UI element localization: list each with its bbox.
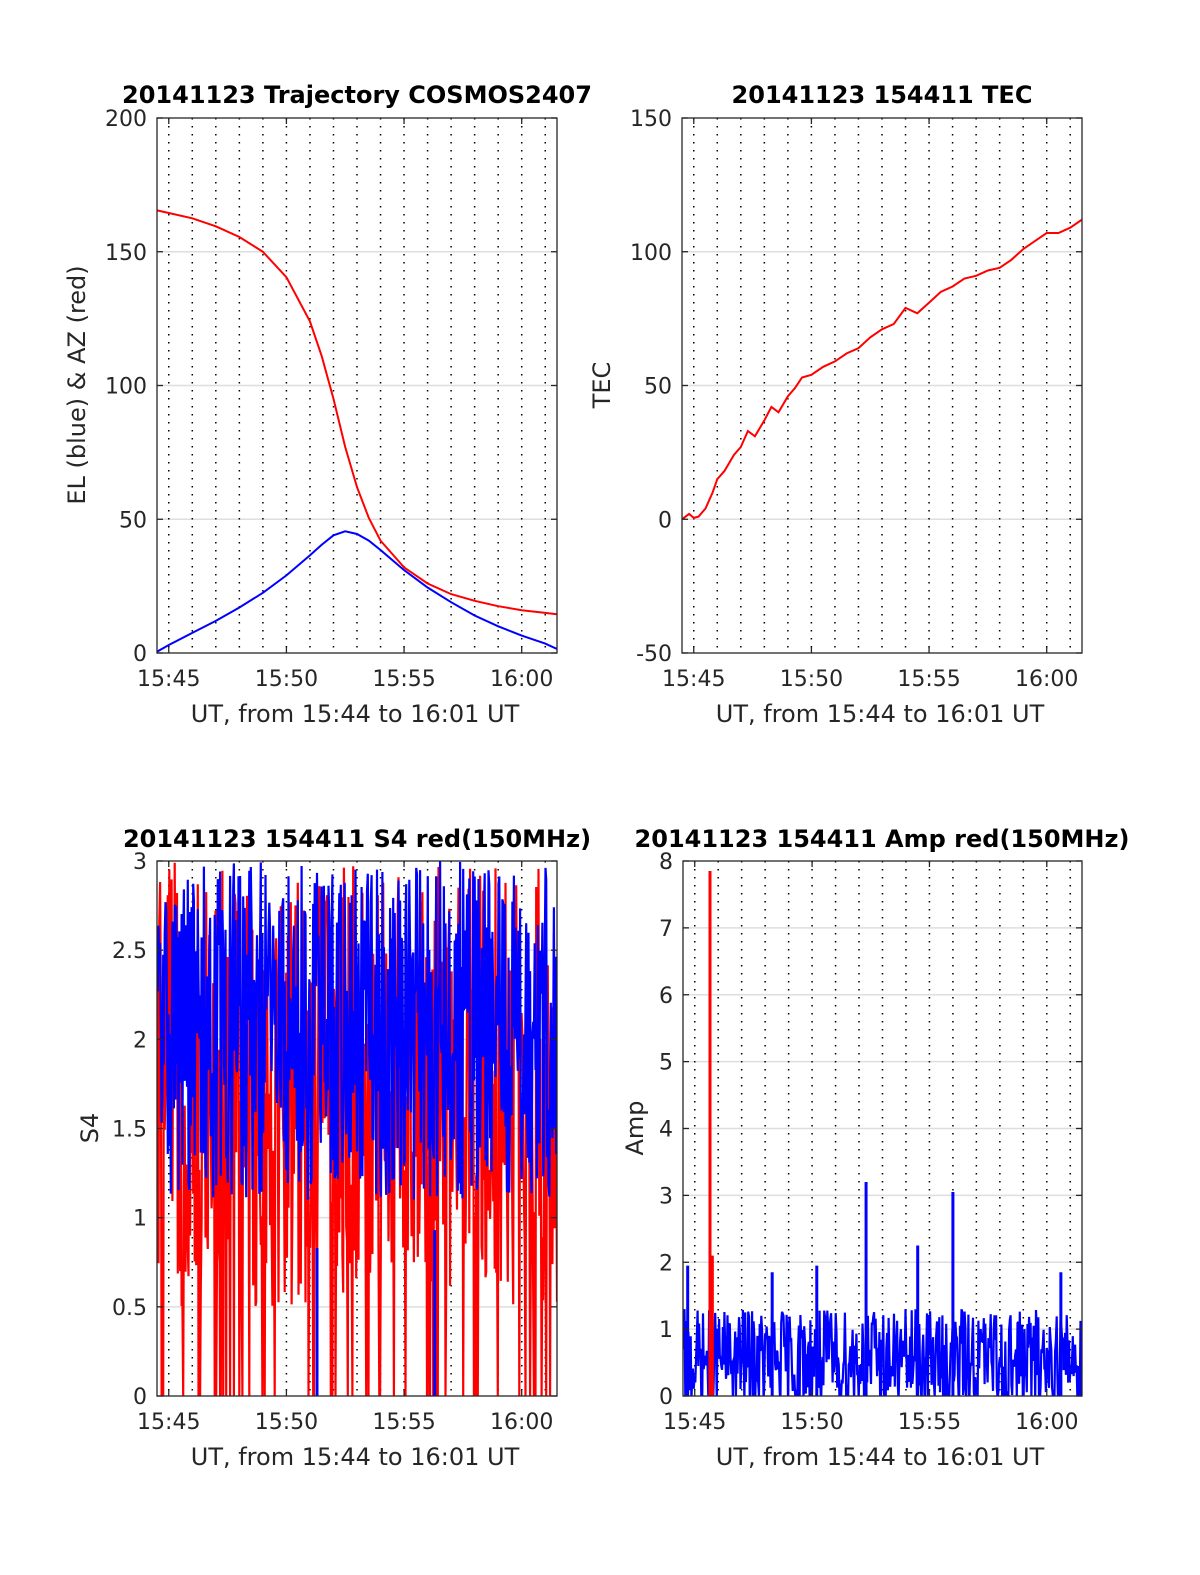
x-tick-label: 15:50 bbox=[255, 1410, 318, 1435]
amp-title: 20141123 154411 Amp red(150MHz) bbox=[635, 825, 1130, 853]
x-tick-label: 15:50 bbox=[780, 667, 843, 692]
y-tick-label: 7 bbox=[659, 917, 673, 942]
y-tick-label: 4 bbox=[659, 1118, 673, 1143]
amp-ticks: 15:45 15:50 15:55 16:00 0 1 2 3 4 5 6 7 8 bbox=[659, 850, 1082, 1435]
y-tick-label: 100 bbox=[630, 241, 672, 266]
x-tick-label: 15:45 bbox=[137, 1410, 200, 1435]
amp-x-axis-label: UT, from 15:44 to 16:01 UT bbox=[716, 1443, 1045, 1471]
tec-y-axis-label: TEC bbox=[588, 362, 616, 410]
s4-ticks: 15:45 15:50 15:55 16:00 0 0.5 1 1.5 2 2.5 3 bbox=[112, 850, 557, 1435]
series-line bbox=[682, 218, 1082, 521]
tec-series bbox=[682, 218, 1082, 521]
x-tick-label: 15:55 bbox=[897, 667, 960, 692]
s4-series bbox=[157, 861, 557, 1396]
x-tick-label: 15:50 bbox=[255, 667, 318, 692]
trajectory-ticks: 15:45 15:50 15:55 16:00 0 50 100 150 200 bbox=[105, 107, 557, 692]
x-tick-label: 15:45 bbox=[137, 667, 200, 692]
y-tick-label: 3 bbox=[659, 1184, 673, 1209]
x-tick-label: 15:45 bbox=[662, 667, 725, 692]
y-tick-label: 0 bbox=[133, 642, 147, 667]
s4-panel: 20141123 154411 S4 red(150MHz) 15:45 15:5… bbox=[76, 825, 591, 1471]
plot-area bbox=[157, 861, 557, 1396]
s4-y-axis-label: S4 bbox=[76, 1113, 104, 1144]
plot-area bbox=[157, 209, 557, 653]
x-tick-label: 15:50 bbox=[780, 1410, 843, 1435]
series-line bbox=[157, 530, 557, 653]
x-tick-label: 16:00 bbox=[1015, 1410, 1078, 1435]
noise-series-line bbox=[157, 861, 557, 1200]
y-tick-label: 0 bbox=[659, 1385, 673, 1410]
y-tick-label: -50 bbox=[636, 642, 672, 667]
trajectory-panel: 20141123 Trajectory COSMOS2407 15:45 15:5… bbox=[63, 81, 592, 728]
plot-area bbox=[683, 871, 1082, 1396]
plot-area bbox=[682, 218, 1082, 521]
y-tick-label: 200 bbox=[105, 107, 147, 132]
y-tick-label: 0 bbox=[133, 1385, 147, 1410]
y-tick-label: 150 bbox=[105, 241, 147, 266]
x-tick-label: 16:00 bbox=[1015, 667, 1078, 692]
amp-y-axis-label: Amp bbox=[621, 1100, 649, 1155]
x-tick-label: 15:55 bbox=[372, 1410, 435, 1435]
trajectory-title: 20141123 Trajectory COSMOS2407 bbox=[122, 81, 592, 109]
tec-title: 20141123 154411 TEC bbox=[732, 81, 1033, 109]
y-tick-label: 1.5 bbox=[112, 1118, 147, 1143]
trajectory-series bbox=[157, 209, 557, 653]
y-tick-label: 0.5 bbox=[112, 1296, 147, 1321]
y-tick-label: 2 bbox=[659, 1251, 673, 1276]
y-tick-label: 8 bbox=[659, 850, 673, 875]
tec-ticks: 15:45 15:50 15:55 16:00 -50 0 50 100 150 bbox=[630, 107, 1082, 692]
y-tick-label: 2.5 bbox=[112, 939, 147, 964]
amp-grid bbox=[683, 861, 1082, 1396]
y-tick-label: 50 bbox=[644, 375, 672, 400]
y-tick-label: 150 bbox=[630, 107, 672, 132]
x-tick-label: 15:55 bbox=[372, 667, 435, 692]
x-tick-label: 15:55 bbox=[898, 1410, 961, 1435]
amp-panel: 20141123 154411 Amp red(150MHz) 15:45 15:… bbox=[621, 825, 1129, 1471]
y-tick-label: 0 bbox=[658, 508, 672, 533]
x-tick-label: 16:00 bbox=[490, 1410, 553, 1435]
y-tick-label: 50 bbox=[119, 508, 147, 533]
trajectory-y-axis-label: EL (blue) & AZ (red) bbox=[63, 265, 91, 504]
y-tick-label: 1 bbox=[133, 1207, 147, 1232]
x-tick-label: 15:45 bbox=[663, 1410, 726, 1435]
trajectory-grid bbox=[157, 118, 557, 653]
y-tick-label: 100 bbox=[105, 375, 147, 400]
y-tick-label: 3 bbox=[133, 850, 147, 875]
y-tick-label: 2 bbox=[133, 1028, 147, 1053]
tec-x-axis-label: UT, from 15:44 to 16:01 UT bbox=[716, 700, 1045, 728]
x-tick-label: 16:00 bbox=[490, 667, 553, 692]
tec-panel: 20141123 154411 TEC 15:45 15:50 15:55 16:00… bbox=[588, 81, 1083, 728]
y-tick-label: 6 bbox=[659, 984, 673, 1009]
series-line bbox=[157, 209, 557, 616]
trajectory-x-axis-label: UT, from 15:44 to 16:01 UT bbox=[191, 700, 520, 728]
amp-series bbox=[683, 871, 1082, 1396]
tec-grid bbox=[682, 118, 1082, 653]
s4-title: 20141123 154411 S4 red(150MHz) bbox=[123, 825, 591, 853]
y-tick-label: 5 bbox=[659, 1051, 673, 1076]
y-tick-label: 1 bbox=[659, 1318, 673, 1343]
noise-series-line bbox=[683, 1308, 1082, 1396]
s4-x-axis-label: UT, from 15:44 to 16:01 UT bbox=[191, 1443, 520, 1471]
